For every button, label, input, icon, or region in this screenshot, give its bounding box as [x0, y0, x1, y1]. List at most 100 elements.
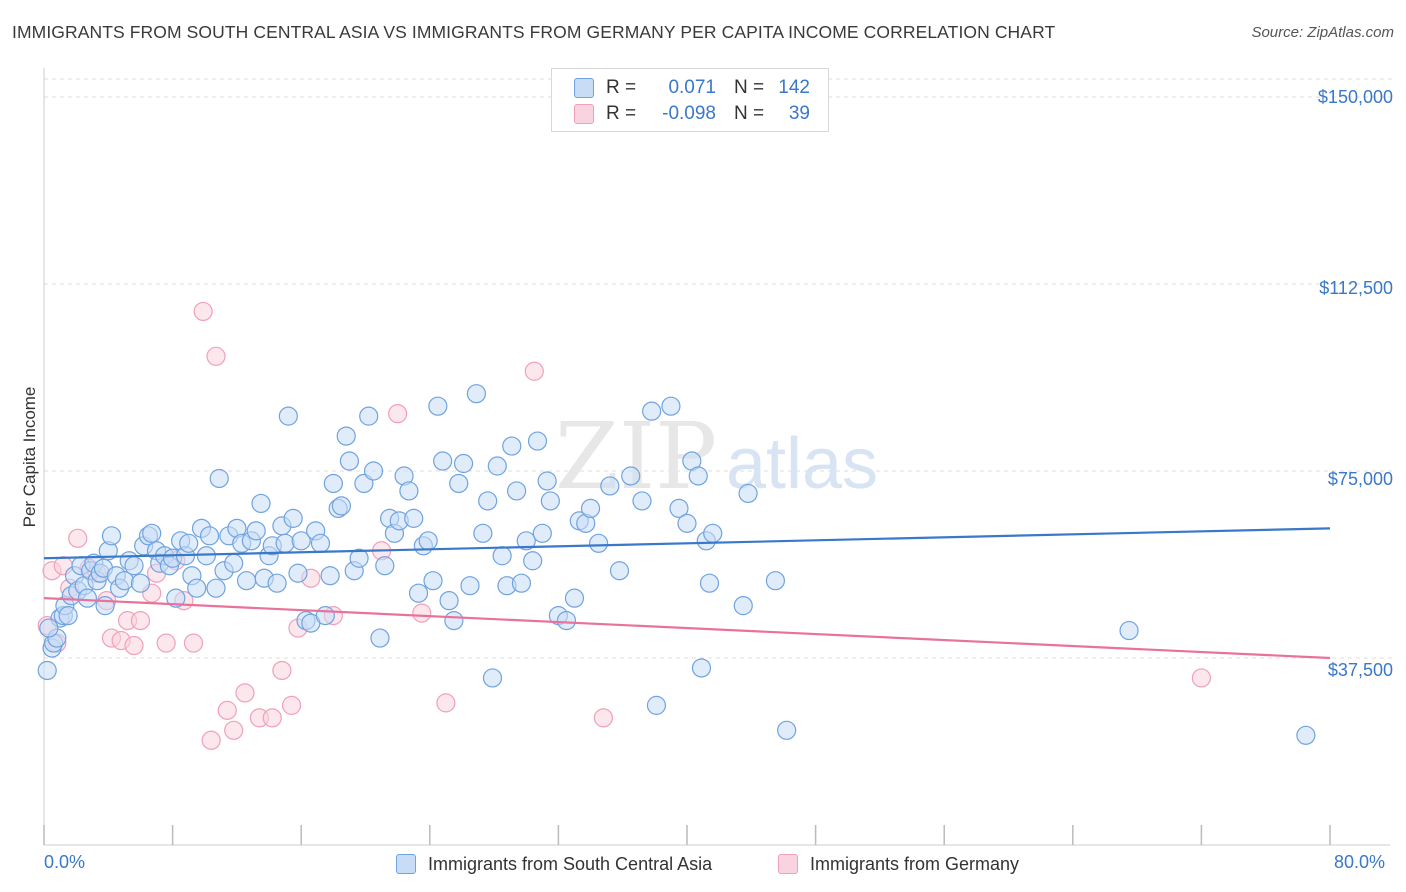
legend-row-pink: R = -0.098 N = 39	[574, 102, 810, 126]
data-point-south-central-asia	[408, 583, 429, 603]
data-point-south-central-asia	[288, 563, 308, 583]
data-point-south-central-asia	[399, 481, 419, 501]
data-point-south-central-asia	[278, 406, 298, 426]
data-point-south-central-asia	[291, 531, 311, 551]
data-point-south-central-asia	[142, 523, 162, 543]
data-point-germany	[130, 610, 151, 631]
data-point-south-central-asia	[527, 431, 548, 451]
data-point-south-central-asia	[453, 453, 474, 474]
data-point-germany	[183, 633, 204, 653]
data-point-germany	[412, 603, 432, 623]
trend-lines	[43, 527, 1331, 660]
data-point-south-central-asia	[439, 591, 459, 611]
data-point-south-central-asia	[124, 556, 144, 576]
data-point-south-central-asia	[523, 551, 543, 571]
data-point-south-central-asia	[482, 668, 503, 688]
data-point-south-central-asia	[556, 610, 577, 631]
data-point-south-central-asia	[375, 556, 395, 576]
legend-r-value: -0.098	[662, 103, 716, 124]
data-point-south-central-asia	[199, 526, 220, 546]
data-point-south-central-asia	[404, 508, 424, 528]
data-point-south-central-asia	[444, 610, 464, 631]
data-point-south-central-asia	[532, 523, 552, 543]
data-point-germany	[201, 730, 221, 750]
data-point-south-central-asia	[699, 573, 720, 593]
bottom-legend-swatch-blue	[396, 854, 416, 874]
legend-r-label: R =	[606, 77, 637, 98]
x-tick-label-min: 0.0%	[44, 852, 86, 872]
source-label: Source: ZipAtlas.com	[1251, 24, 1394, 41]
y-tick-label: $37,500	[1327, 660, 1393, 680]
data-point-south-central-asia	[323, 473, 343, 494]
trend-line-south-central-asia	[43, 527, 1331, 560]
data-point-south-central-asia	[37, 660, 57, 681]
bottom-legend-swatch-pink	[778, 854, 798, 874]
data-point-south-central-asia	[646, 695, 667, 715]
data-point-south-central-asia	[246, 521, 266, 541]
data-point-germany	[217, 700, 237, 720]
data-point-south-central-asia	[187, 578, 207, 598]
data-point-south-central-asia	[460, 576, 480, 596]
data-point-south-central-asia	[733, 596, 753, 616]
data-point-south-central-asia	[267, 573, 287, 593]
data-point-germany	[281, 695, 302, 715]
data-point-germany	[524, 361, 544, 381]
data-point-germany	[593, 708, 614, 728]
data-point-south-central-asia	[359, 406, 379, 426]
data-point-germany	[272, 660, 292, 681]
legend-row-blue: R = 0.071 N = 142	[574, 76, 810, 100]
data-point-germany	[156, 633, 176, 653]
legend-swatch-pink	[574, 104, 594, 124]
legend-r-value: 0.071	[668, 77, 716, 98]
y-tick-label: $75,000	[1327, 469, 1393, 489]
x-tick-label-max: 80.0%	[1334, 852, 1386, 872]
y-tick-label: $150,000	[1317, 87, 1393, 107]
legend-n-label: N =	[734, 103, 765, 124]
data-point-south-central-asia	[310, 533, 331, 553]
data-point-south-central-asia	[283, 508, 303, 528]
watermark: ZIP atlas	[555, 403, 878, 510]
data-point-south-central-asia	[511, 573, 532, 593]
data-point-south-central-asia	[473, 523, 493, 543]
bottom-legend-item-pink: Immigrants from Germany	[778, 852, 1019, 876]
data-point-south-central-asia	[101, 526, 122, 546]
data-point-south-central-asia	[487, 456, 507, 476]
legend-r-label: R =	[606, 103, 637, 124]
data-point-south-central-asia	[179, 533, 199, 553]
data-point-south-central-asia	[370, 628, 390, 648]
data-point-south-central-asia	[661, 396, 681, 416]
data-point-south-central-asia	[588, 533, 609, 553]
series-germany-points	[37, 301, 1212, 750]
legend-n-value: 142	[778, 77, 810, 98]
legend-n-label: N =	[734, 77, 765, 98]
data-point-south-central-asia	[236, 571, 257, 591]
data-point-south-central-asia	[251, 493, 271, 514]
data-point-south-central-asia	[39, 618, 59, 638]
chart-title: IMMIGRANTS FROM SOUTH CENTRAL ASIA VS IM…	[12, 22, 1056, 42]
data-point-germany	[1191, 668, 1212, 688]
data-point-south-central-asia	[580, 498, 601, 518]
data-point-germany	[124, 635, 144, 656]
bottom-legend-label-blue: Immigrants from South Central Asia	[428, 853, 713, 874]
data-point-south-central-asia	[478, 491, 498, 511]
data-point-south-central-asia	[206, 578, 226, 598]
bottom-legend-label-pink: Immigrants from Germany	[810, 853, 1020, 874]
data-point-south-central-asia	[632, 491, 652, 511]
data-point-south-central-asia	[677, 513, 697, 533]
data-point-germany	[235, 683, 255, 703]
legend-n-value: 39	[788, 103, 810, 124]
data-point-south-central-asia	[166, 588, 186, 608]
data-point-germany	[388, 404, 408, 424]
data-point-south-central-asia	[600, 476, 620, 496]
correlation-legend: R = 0.071 N = 142 R = -0.098 N = 39	[551, 68, 829, 132]
data-point-south-central-asia	[363, 461, 384, 481]
data-point-germany	[68, 528, 88, 548]
data-point-south-central-asia	[507, 481, 527, 501]
data-point-germany	[193, 301, 213, 322]
data-point-south-central-asia	[336, 426, 356, 446]
data-point-south-central-asia	[95, 596, 115, 616]
data-point-south-central-asia	[449, 473, 469, 494]
data-point-south-central-asia	[516, 531, 536, 551]
data-point-south-central-asia	[275, 533, 295, 553]
